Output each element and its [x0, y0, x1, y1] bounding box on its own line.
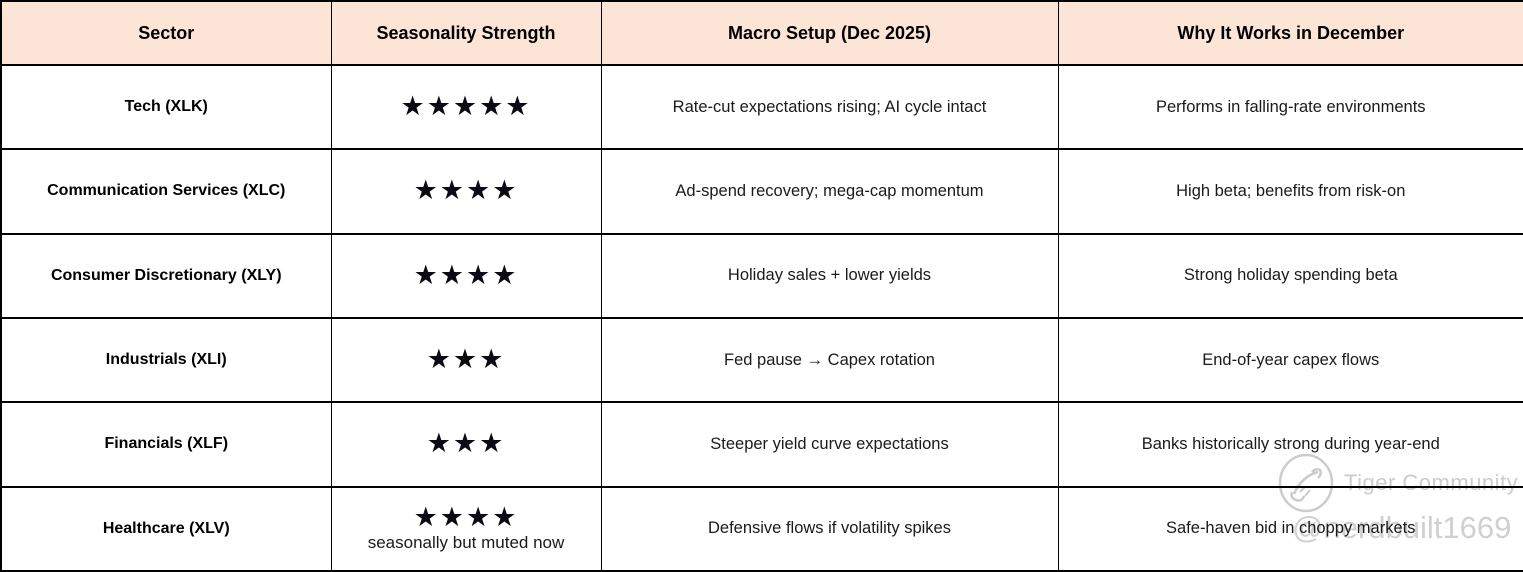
sector-cell: Financials (XLF) [0, 401, 332, 488]
star-rating: ★★★ [426, 344, 506, 376]
macro-setup-cell: Steeper yield curve expectations [600, 401, 1059, 488]
table-row: Healthcare (XLV) ★★★★ seasonally but mut… [0, 485, 1523, 572]
col-header-sector: Sector [0, 0, 332, 66]
table-row: Consumer Discretionary (XLY) ★★★★ Holida… [0, 232, 1523, 319]
star-rating: ★★★ [426, 428, 506, 460]
table-body: Tech (XLK) ★★★★★ Rate-cut expectations r… [0, 63, 1523, 572]
sector-cell: Healthcare (XLV) [0, 485, 332, 572]
why-it-works-cell: End-of-year capex flows [1057, 316, 1523, 404]
why-it-works-cell: Banks historically strong during year-en… [1057, 401, 1523, 488]
why-it-works-cell: Safe-haven bid in choppy markets [1057, 485, 1523, 572]
why-it-works-cell: Strong holiday spending beta [1057, 232, 1523, 319]
header-row: Sector Seasonality Strength Macro Setup … [0, 0, 1523, 66]
why-it-works-cell: High beta; benefits from risk-on [1057, 148, 1523, 235]
table-header: Sector Seasonality Strength Macro Setup … [0, 0, 1523, 66]
macro-setup-cell: Fed pause → Capex rotation [600, 316, 1059, 404]
sector-cell: Consumer Discretionary (XLY) [0, 232, 332, 319]
table-row: Financials (XLF) ★★★ Steeper yield curve… [0, 401, 1523, 488]
seasonality-strength-cell: ★★★★ seasonally but muted now [330, 485, 602, 572]
macro-setup-cell: Ad-spend recovery; mega-cap momentum [600, 148, 1059, 235]
why-it-works-cell: Performs in falling-rate environments [1057, 63, 1523, 151]
star-rating-note: seasonally but muted now [367, 533, 565, 553]
star-rating: ★★★★ [413, 175, 519, 207]
seasonality-strength-cell: ★★★★★ [330, 63, 602, 151]
col-header-why-it-works: Why It Works in December [1057, 0, 1523, 66]
macro-setup-cell: Holiday sales + lower yields [600, 232, 1059, 319]
sector-cell: Communication Services (XLC) [0, 148, 332, 235]
table-row: Tech (XLK) ★★★★★ Rate-cut expectations r… [0, 63, 1523, 151]
seasonality-strength-cell: ★★★ [330, 316, 602, 404]
seasonality-strength-cell: ★★★★ [330, 232, 602, 319]
seasonality-strength-cell: ★★★★ [330, 148, 602, 235]
col-header-macro-setup: Macro Setup (Dec 2025) [600, 0, 1059, 66]
seasonality-strength-cell: ★★★ [330, 401, 602, 488]
table-row: Communication Services (XLC) ★★★★ Ad-spe… [0, 148, 1523, 235]
table-row: Industrials (XLI) ★★★ Fed pause → Capex … [0, 316, 1523, 404]
star-rating: ★★★★★ [400, 91, 532, 123]
sector-cell: Tech (XLK) [0, 63, 332, 151]
star-rating: ★★★★ [413, 502, 519, 534]
sector-cell: Industrials (XLI) [0, 316, 332, 404]
col-header-seasonality-strength: Seasonality Strength [330, 0, 602, 66]
star-rating: ★★★★ [413, 259, 519, 291]
macro-setup-cell: Rate-cut expectations rising; AI cycle i… [600, 63, 1059, 151]
macro-setup-cell: Defensive flows if volatility spikes [600, 485, 1059, 572]
